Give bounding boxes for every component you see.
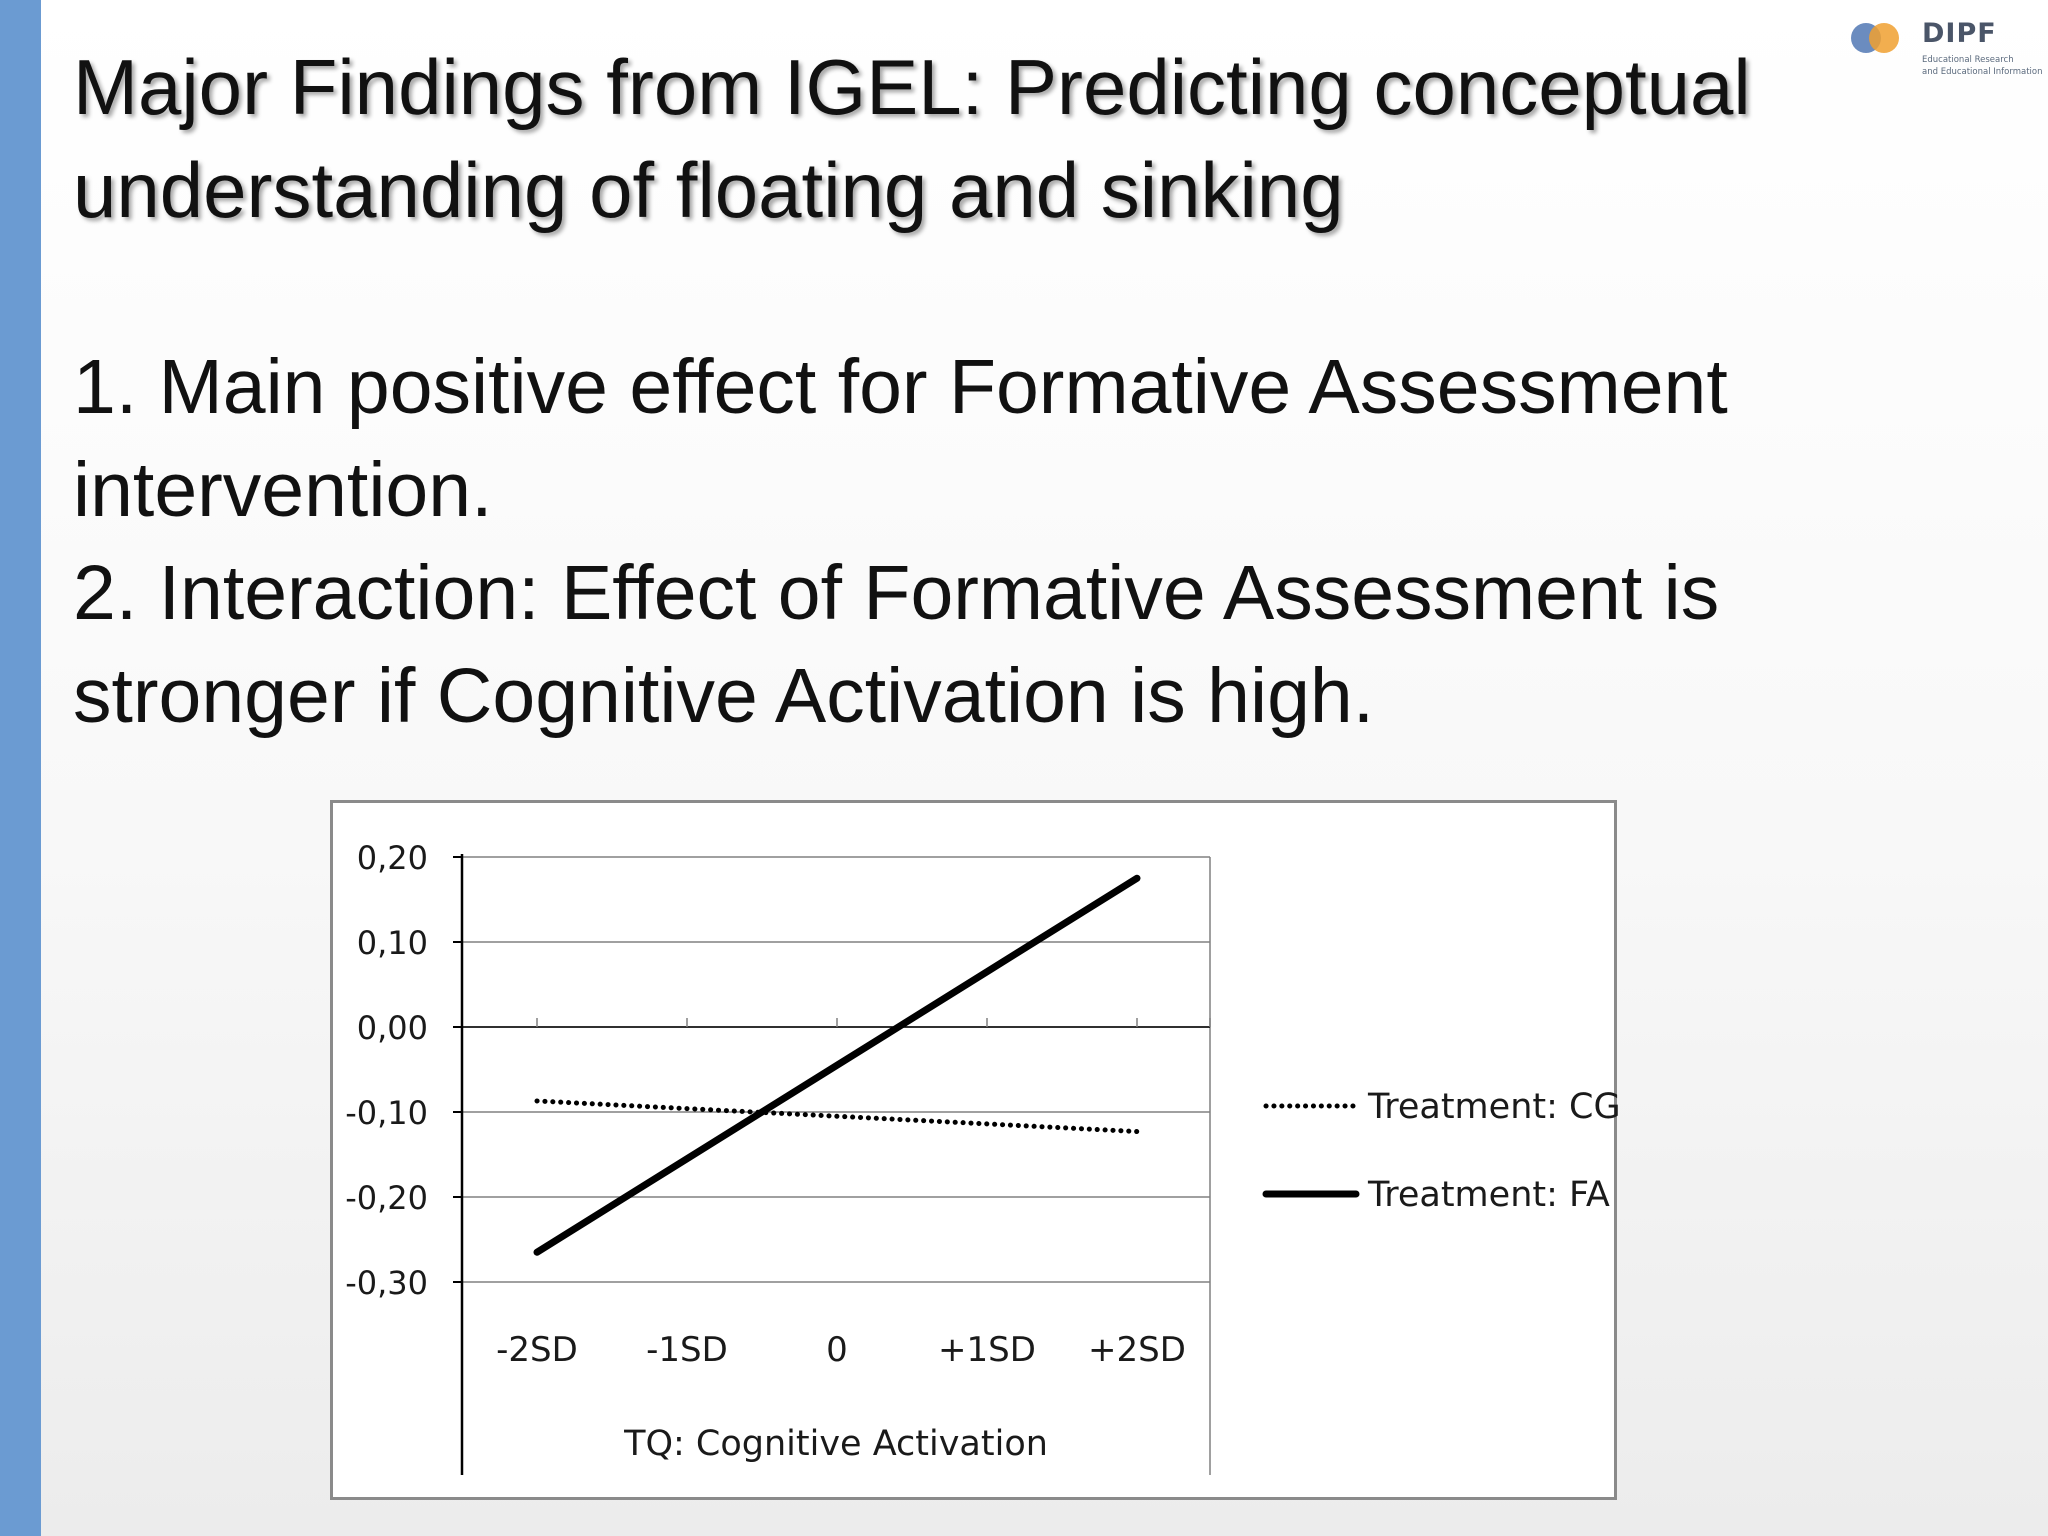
logo-circles-icon (1851, 23, 1899, 53)
findings-list: 1. Main positive effect for Formative As… (73, 336, 1993, 748)
logo-name: DIPF (1922, 18, 1997, 49)
title-line: understanding of floating and sinking (73, 146, 1344, 234)
y-tick-label: -0,30 (345, 1264, 428, 1302)
title-line: Major Findings from IGEL: Predicting con… (73, 43, 1751, 131)
series-line-cg (534, 1098, 1140, 1135)
x-tick-label: -2SD (496, 1330, 578, 1370)
finding-line: stronger if Cognitive Activation is high… (73, 653, 1375, 739)
logo-subtitle: Educational Research and Educational Inf… (1922, 54, 2043, 78)
slide-title: Major Findings from IGEL: Predicting con… (73, 36, 1973, 242)
x-tick-label: +1SD (938, 1330, 1036, 1370)
legend-label: Treatment: CG (1367, 1087, 1621, 1127)
x-tick-label: -1SD (646, 1330, 728, 1370)
dipf-logo: DIPF Educational Research and Educationa… (1848, 16, 2044, 86)
finding-line: intervention. (73, 447, 493, 533)
x-tick-label: +2SD (1088, 1330, 1186, 1370)
logo-subtitle-line: Educational Research (1922, 55, 2014, 65)
x-axis-title: TQ: Cognitive Activation (623, 1424, 1048, 1464)
y-tick-label: 0,20 (357, 839, 428, 877)
left-accent-bar (0, 0, 41, 1536)
legend-label: Treatment: FA (1367, 1175, 1610, 1215)
x-tick-label: 0 (826, 1330, 848, 1370)
interaction-chart: 0,20 0,10 0,00 -0,10 -0,20 -0,30 -2SD -1SD 0 +1SD… (330, 800, 1621, 1500)
series-line-fa (533, 874, 1141, 1256)
y-tick-label: 0,10 (357, 924, 428, 962)
finding-line: 2. Interaction: Effect of Formative Asse… (73, 550, 1720, 636)
y-tick-label: -0,20 (345, 1179, 428, 1217)
y-tick-label: -0,10 (345, 1094, 428, 1132)
y-tick-label: 0,00 (357, 1009, 428, 1047)
logo-subtitle-line: and Educational Information (1922, 67, 2043, 77)
finding-line: 1. Main positive effect for Formative As… (73, 344, 1728, 430)
